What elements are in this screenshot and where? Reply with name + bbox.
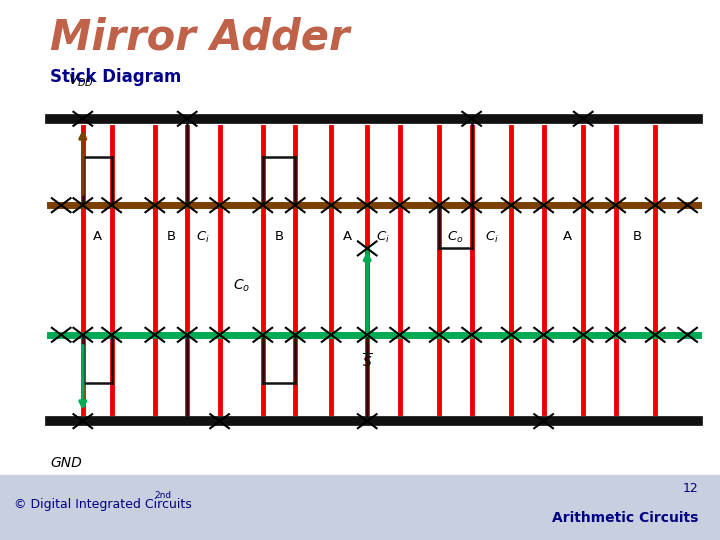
Text: Arithmetic Circuits: Arithmetic Circuits — [552, 511, 698, 525]
Text: $C_i$: $C_i$ — [485, 230, 499, 245]
Text: A: A — [93, 230, 102, 242]
Text: B: B — [633, 230, 642, 242]
Text: B: B — [275, 230, 284, 242]
Text: 12: 12 — [683, 482, 698, 495]
Text: $C_i$: $C_i$ — [196, 230, 210, 245]
Text: GND: GND — [50, 456, 82, 470]
Text: $C_i$: $C_i$ — [376, 230, 390, 245]
Text: $C_o$: $C_o$ — [233, 278, 250, 294]
Text: $V_{DD}$: $V_{DD}$ — [68, 73, 94, 89]
Bar — [0, 475, 720, 540]
Text: $\overline{S}$: $\overline{S}$ — [361, 353, 373, 371]
Text: A: A — [343, 230, 352, 242]
Text: Mirror Adder: Mirror Adder — [50, 16, 350, 58]
Text: Stick Diagram: Stick Diagram — [50, 68, 181, 85]
Text: B: B — [167, 230, 176, 242]
Text: A: A — [563, 230, 572, 242]
Text: $C_o$: $C_o$ — [447, 230, 463, 245]
Text: © Digital Integrated Circuits: © Digital Integrated Circuits — [14, 498, 192, 511]
Text: 2nd: 2nd — [155, 491, 172, 500]
